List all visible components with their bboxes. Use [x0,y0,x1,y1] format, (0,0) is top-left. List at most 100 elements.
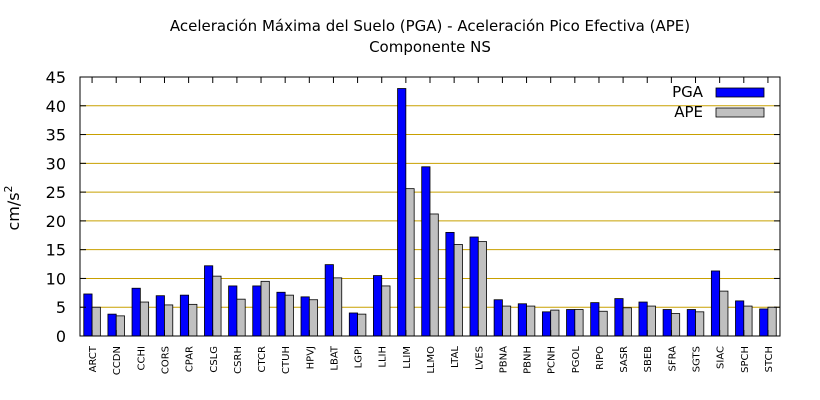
x-tick-label-siac: SIAC [716,346,727,369]
x-tick-label-pgol: PGOL [571,346,582,374]
y-tick-label: 35 [46,126,66,145]
bar-ape-hpvj [308,299,319,337]
bar-ape-siac [719,290,729,337]
x-tick-label-lbat: LBAT [329,345,340,370]
x-tick-label-ccdn: CCDN [112,346,123,375]
bar-ape-ripo [598,310,608,337]
bar-pga-llmo [421,166,431,337]
bar-ape-llim [405,188,415,337]
bar-ape-cpar [188,303,198,337]
bar-ape-ctuh [284,294,294,337]
legend-swatch-pga [715,87,765,98]
bar-pga-lves [469,236,479,337]
y-tick-label: 40 [46,97,66,116]
x-tick-label-llmo: LLMO [426,346,437,374]
legend-label-ape: APE [674,103,703,121]
bar-ape-pcnh [550,309,560,337]
bar-pga-cslg [204,265,214,337]
x-tick-label-pbna: PBNA [498,346,509,373]
bar-ape-sasr [622,307,632,337]
x-tick-label-arct: ARCT [88,345,99,372]
y-axis-label-unit: cm/s [4,192,23,230]
bar-pga-cchi [131,287,141,337]
bar-pga-llim [397,88,407,337]
bar-ape-pgol [574,309,584,337]
bar-ape-csrh [236,298,246,337]
bar-pga-sfra [662,309,672,337]
x-tick-label-sasr: SASR [619,346,630,373]
bar-ape-ltal [453,244,463,337]
bar-ape-arct [91,306,101,337]
y-tick-label: 15 [46,241,66,260]
bar-ape-spch [743,305,753,337]
x-tick-label-llih: LLIH [378,346,389,368]
chart-subtitle: Componente NS [369,38,491,56]
bar-pga-arct [83,293,93,337]
x-tick-label-spch: SPCH [740,346,751,373]
bar-pga-ripo [590,302,600,337]
bar-pga-cors [155,295,165,337]
bar-ape-pbna [502,305,512,337]
legend: PGA APE [672,83,765,121]
x-tick-label-ripo: RIPO [595,346,606,370]
bar-pga-hpvj [300,296,310,337]
x-tick-label-pbnh: PBNH [523,346,534,374]
bar-ape-sbeb [646,305,656,337]
x-tick-label-lves: LVES [474,346,485,370]
x-tick-label-cchi: CCHI [136,346,147,370]
legend-label-pga: PGA [672,83,704,101]
bar-pga-sasr [614,298,624,337]
bar-pga-sbeb [638,301,648,337]
bar-ape-ctcr [260,280,270,337]
bar-ape-cors [164,304,174,337]
x-tick-label-sfra: SFRA [667,346,678,372]
y-axis-label: cm/s2 [2,185,23,230]
y-tick-label: 0 [56,327,66,346]
x-tick-label-ltal: LTAL [450,346,461,368]
x-tick-label-sgts: SGTS [692,346,703,372]
y-tick-label: 45 [46,68,66,87]
y-tick-label: 30 [46,154,66,173]
legend-swatch-ape [715,107,765,118]
bar-pga-sgts [686,309,696,337]
x-tick-label-sbeb: SBEB [643,346,654,373]
chart-title: Aceleración Máxima del Suelo (PGA) - Ace… [170,17,690,35]
bar-ape-pbnh [526,305,536,337]
bar-pga-ltal [445,231,455,337]
bar-pga-pbna [493,299,503,337]
bar-ape-ccdn [115,315,125,337]
x-tick-label-pcnh: PCNH [547,346,558,374]
bar-ape-sgts [695,311,705,337]
y-tick-label: 10 [46,269,66,288]
bar-pga-cpar [179,294,190,337]
bar-ape-llih [381,285,391,337]
bar-ape-cslg [212,275,222,337]
x-tick-label-csrh: CSRH [233,346,244,374]
bar-ape-cchi [139,301,150,337]
bar-pga-siac [710,270,721,337]
bar-ape-sfra [670,313,681,337]
bar-pga-ccdn [107,313,117,337]
bar-pga-csrh [228,285,238,337]
bar-pga-llih [373,275,383,337]
y-axis-label-exponent: 2 [2,185,15,192]
bar-pga-stch [759,308,769,337]
x-tick-label-cpar: CPAR [185,346,196,372]
x-tick-label-stch: STCH [764,346,775,372]
bars-layer [83,88,777,337]
x-tick-label-cslg: CSLG [209,346,220,373]
bar-pga-pbnh [517,303,527,337]
x-tick-label-hpvj: HPVJ [305,346,316,369]
bar-pga-pgol [566,309,576,337]
axes-layer: 0 5 10 15 20 25 30 35 40 45 ARCT CCDN CCHI CORS CPAR CS… [46,68,781,375]
y-tick-label: 5 [56,298,66,317]
plot-frame [79,76,781,337]
bar-pga-ctuh [276,291,286,337]
y-tick-label: 20 [46,212,66,231]
bar-ape-lves [477,241,487,337]
bar-ape-lbat [333,277,343,337]
y-tick-label: 25 [46,183,66,202]
bar-pga-spch [735,300,745,337]
